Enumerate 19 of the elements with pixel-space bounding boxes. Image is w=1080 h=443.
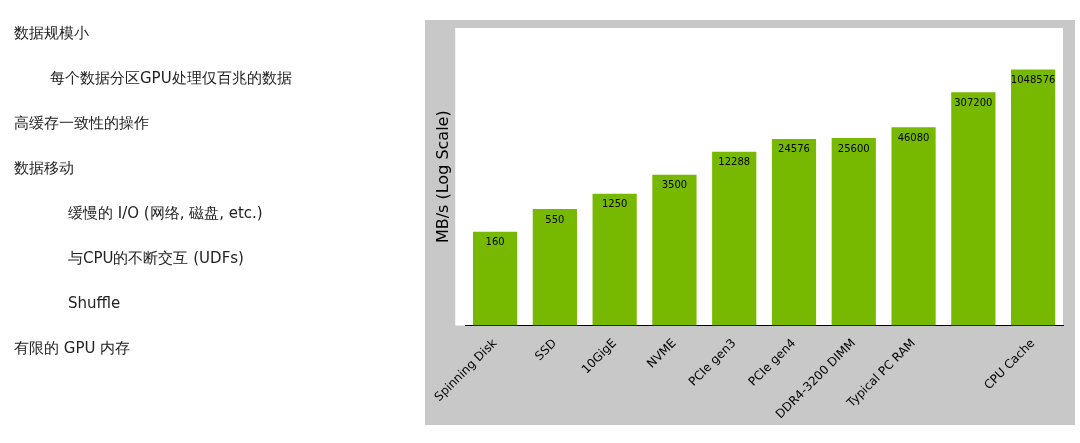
- text: 数据规模小: [14, 23, 90, 44]
- text: 有限的 GPU 内存: [14, 338, 132, 359]
- data-label: 550: [545, 213, 565, 225]
- data-label: 3500: [661, 179, 688, 191]
- data-label: 307200: [954, 96, 993, 108]
- y-axis-title: MB/s (Log Scale): [432, 110, 452, 244]
- data-label: 46080: [897, 131, 930, 143]
- text: 数据移动: [14, 158, 75, 179]
- text: 与CPU的不断交互 (UDFs): [67, 248, 245, 269]
- data-label: 25600: [837, 142, 870, 154]
- data-label: 24576: [778, 143, 810, 155]
- text: 高缓存一致性的操作: [14, 113, 150, 134]
- data-label: 12288: [718, 156, 751, 168]
- text: 缓慢的 I/O (网络, 磁盘, etc.): [67, 203, 264, 224]
- data-label: 1048576: [1010, 74, 1056, 86]
- data-label: 160: [485, 236, 505, 248]
- text: Shuffle: [67, 293, 122, 314]
- text: 每个数据分区GPU处理仅百兆的数据: [49, 68, 293, 89]
- data-label: 1250: [601, 198, 628, 210]
